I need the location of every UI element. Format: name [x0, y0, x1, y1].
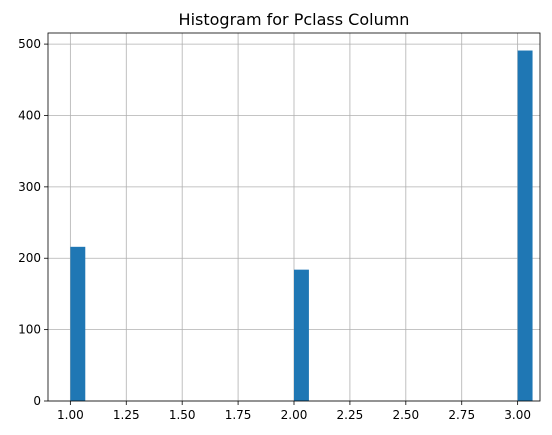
- y-tick-label: 500: [18, 37, 41, 51]
- x-tick-label: 1.00: [57, 408, 84, 422]
- histogram-bar: [518, 51, 533, 401]
- y-tick-label: 400: [18, 108, 41, 122]
- x-tick-label: 2.50: [392, 408, 419, 422]
- chart-title: Histogram for Pclass Column: [179, 10, 410, 29]
- y-tick-label: 200: [18, 251, 41, 265]
- histogram-bar: [294, 270, 309, 401]
- x-tick-label: 1.25: [113, 408, 140, 422]
- y-tick-label: 300: [18, 180, 41, 194]
- x-tick-label: 2.00: [281, 408, 308, 422]
- x-tick-label: 1.50: [169, 408, 196, 422]
- x-tick-label: 1.75: [225, 408, 252, 422]
- y-tick-label: 100: [18, 323, 41, 337]
- y-tick-label: 0: [33, 394, 41, 408]
- x-tick-label: 2.75: [448, 408, 475, 422]
- x-tick-label: 2.25: [337, 408, 364, 422]
- histogram-bar: [70, 247, 85, 401]
- x-tick-label: 3.00: [504, 408, 531, 422]
